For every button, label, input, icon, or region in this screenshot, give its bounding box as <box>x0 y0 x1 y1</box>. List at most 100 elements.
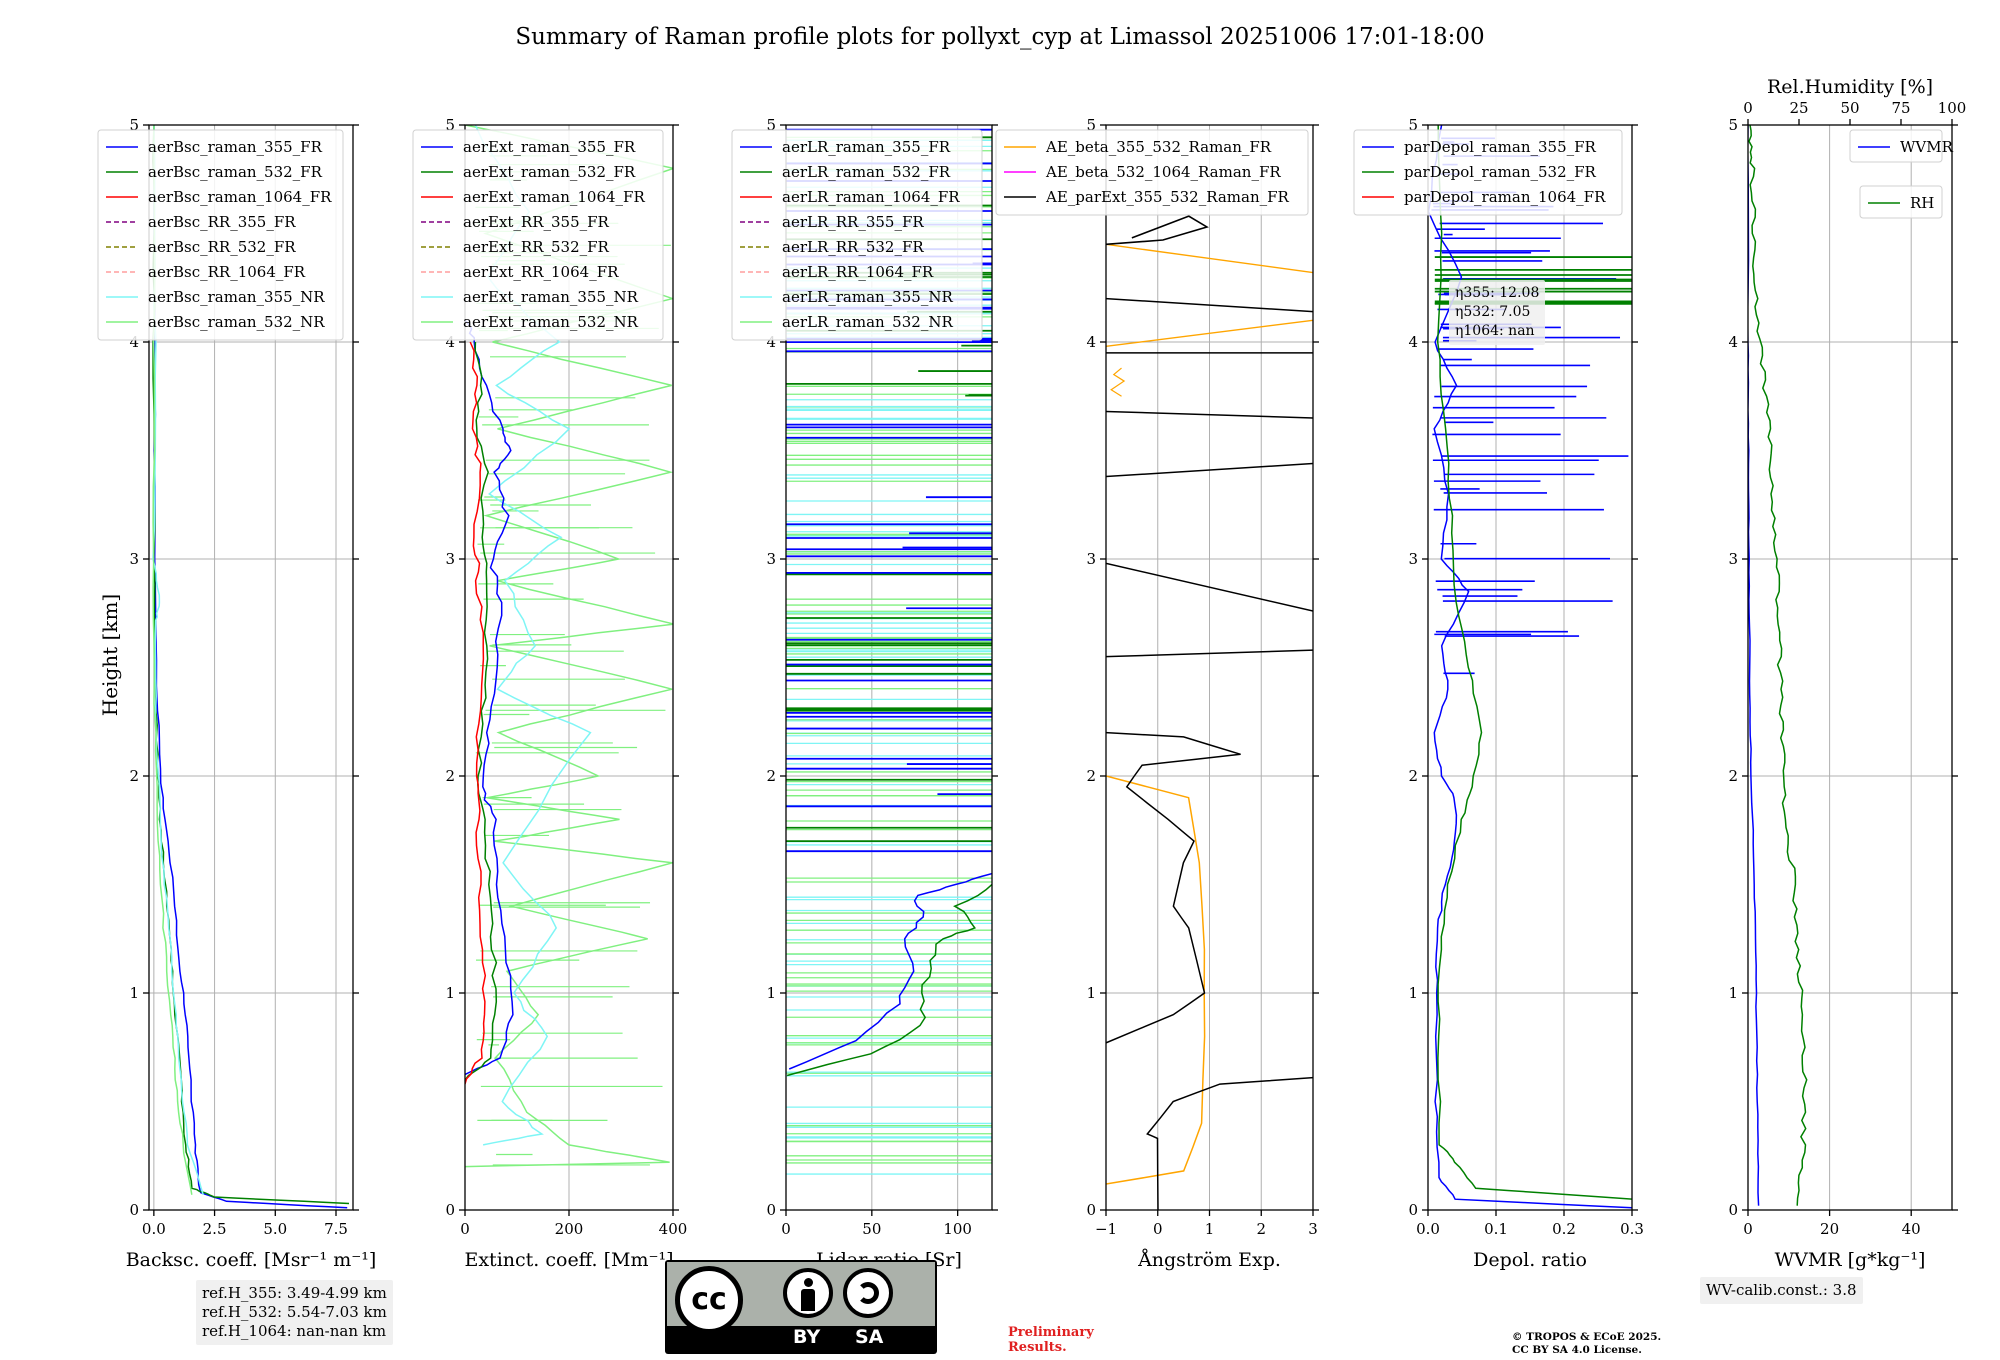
legend: WVMR RH <box>1849 129 1954 219</box>
series-aerExt_raman_355_NR <box>474 125 592 1146</box>
copyright-line-1: © TROPOS & ECoE 2025. <box>1512 1331 1662 1343</box>
y-tick-label: 1 <box>1086 984 1096 1002</box>
legend-label: aerExt_raman_532_FR <box>463 163 636 181</box>
series-parDepol_raman_532_FR <box>1436 125 1632 1200</box>
legend-box <box>97 129 344 341</box>
preliminary-line-1: Preliminary <box>1008 1325 1094 1340</box>
legend-box <box>1849 129 1943 163</box>
x-axis-label: Depol. ratio <box>1473 1249 1587 1271</box>
cc-logo-text: cc <box>691 1282 727 1317</box>
y-tick-label: 2 <box>1728 767 1738 785</box>
wv-calib-text: WV-calib.const.: 3.8 <box>1706 1281 1857 1299</box>
y-tick-label: 5 <box>129 116 139 134</box>
panel-1: 0.0 2.5 5.0 7.5 0 1 2 3 4 5 Backsc. coeff. [Msr⁻¹ … <box>97 116 376 1271</box>
eta-box: η355: 12.08 η532: 7.05 η1064: nan <box>1449 280 1546 345</box>
series-parDepol_raman_355_FR <box>1428 125 1632 1209</box>
x-axis-label: WVMR [g*kg⁻¹] <box>1775 1249 1926 1271</box>
legend-label: aerBsc_raman_532_FR <box>148 163 323 181</box>
ae-parext-jump <box>1106 649 1313 658</box>
legend-label: AE_parExt_355_532_Raman_FR <box>1045 188 1290 206</box>
y-tick-label: 4 <box>1728 333 1738 351</box>
y-tick-label: 4 <box>766 333 776 351</box>
ae-parext-jump <box>1106 562 1313 612</box>
series-group <box>1748 125 1808 1206</box>
series-aerBsc_raman_532_NR <box>152 125 193 1195</box>
ae-beta-jump <box>1106 319 1313 348</box>
x-tick-label: 0.0 <box>1416 1220 1440 1238</box>
y-tick-label: 3 <box>1408 550 1418 568</box>
legend-label: aerBsc_RR_355_FR <box>148 213 296 231</box>
x-tick-label: −1 <box>1095 1220 1117 1238</box>
top-tick-label: 100 <box>1938 99 1967 117</box>
series-aerExt_raman_1064_FR <box>465 341 487 1085</box>
legend-label: aerLR_RR_532_FR <box>782 238 924 256</box>
x-axis-label: Extinct. coeff. [Mm⁻¹] <box>464 1249 673 1271</box>
legend: aerLR_raman_355_FR aerLR_raman_532_FR aerL… <box>731 129 983 341</box>
legend-label: aerLR_raman_532_FR <box>782 163 951 181</box>
x-tick-label: 100 <box>943 1220 972 1238</box>
ae-parext-jump <box>1106 297 1313 313</box>
legend: AE_beta_355_532_Raman_FR AE_beta_532_1064… <box>995 129 1309 216</box>
series-WVMR <box>1748 125 1760 1206</box>
series-aerExt_raman_355_FR <box>465 319 514 1076</box>
top-tick-label: 75 <box>1891 99 1910 117</box>
panel-6: 0 20 40 0 1 2 3 4 5 WVMR [g*kg⁻¹] 0 25 50 75 100 Rel.Hu… <box>1728 76 1966 1271</box>
y-tick-label: 4 <box>1408 333 1418 351</box>
series-aerBsc_raman_355_FR <box>153 125 348 1209</box>
axes-frame <box>1427 124 1633 1211</box>
legend-label: aerExt_RR_1064_FR <box>463 263 619 281</box>
attribution-icon <box>783 1268 833 1318</box>
legend-label: parDepol_raman_1064_FR <box>1404 188 1606 206</box>
legend-label: aerBsc_raman_1064_FR <box>148 188 332 206</box>
x-tick-label: 0.3 <box>1620 1220 1644 1238</box>
y-tick-label: 5 <box>1086 116 1096 134</box>
legend-label: aerLR_raman_532_NR <box>782 313 953 331</box>
y-tick-label: 2 <box>1086 767 1096 785</box>
legend-label: aerBsc_raman_355_NR <box>148 288 325 306</box>
x-tick-label: 400 <box>659 1220 688 1238</box>
y-tick-label: 1 <box>445 984 455 1002</box>
x-tick-label: 1 <box>1205 1220 1215 1238</box>
legend-label: AE_beta_532_1064_Raman_FR <box>1045 163 1281 181</box>
axes-frame <box>785 124 993 1211</box>
y-tick-label: 5 <box>445 116 455 134</box>
x-tick-label: 0.2 <box>1552 1220 1576 1238</box>
legend: aerBsc_raman_355_FR aerBsc_raman_532_FRae… <box>97 129 344 341</box>
license-sa-label: SA <box>855 1326 884 1348</box>
series-RH <box>1748 125 1808 1206</box>
legend-label: aerLR_RR_1064_FR <box>782 263 934 281</box>
legend-label: RH <box>1910 194 1934 212</box>
legend-label: aerBsc_raman_355_FR <box>148 138 323 156</box>
legend-box-rh <box>1859 185 1943 219</box>
y-tick-label: 2 <box>766 767 776 785</box>
preliminary-line-2: Results. <box>1008 1340 1067 1355</box>
top-tick-label: 0 <box>1743 99 1753 117</box>
y-tick-label: 3 <box>129 550 139 568</box>
legend: parDepol_raman_355_FR parDepol_raman_532_… <box>1353 129 1623 216</box>
legend-label: parDepol_raman_532_FR <box>1404 163 1597 181</box>
x-axis-label: Ångström Exp. <box>1137 1249 1281 1271</box>
legend-label: WVMR <box>1900 138 1954 156</box>
x-tick-label: 5.0 <box>263 1220 287 1238</box>
y-tick-label: 0 <box>766 1201 776 1219</box>
ae-parext-jump <box>1106 462 1313 478</box>
x-tick-label: 2 <box>1256 1220 1266 1238</box>
legend-label: aerLR_raman_355_NR <box>782 288 953 306</box>
y-tick-label: 2 <box>129 767 139 785</box>
top-tick-label: 25 <box>1789 99 1808 117</box>
legend-label: aerExt_raman_355_FR <box>463 138 636 156</box>
x-tick-label: 0.0 <box>142 1220 166 1238</box>
series-aerExt_raman_532_FR <box>465 341 498 1081</box>
grid-lines <box>1105 125 1314 1210</box>
series-aerExt_raman_532_NR <box>465 125 673 1168</box>
preliminary-note: Preliminary Results. <box>1008 1325 1094 1355</box>
cc-license-badge: cc BY SA <box>665 1260 937 1354</box>
x-tick-label: 200 <box>555 1220 584 1238</box>
top-tick-label: 50 <box>1840 99 1859 117</box>
legend-label: AE_beta_355_532_Raman_FR <box>1045 138 1272 156</box>
y-tick-label: 0 <box>1728 1201 1738 1219</box>
x-tick-label: 3 <box>1308 1220 1318 1238</box>
panel-3: 050100012345Lidar ratio [Sr]aerLR_raman_… <box>731 116 998 1271</box>
